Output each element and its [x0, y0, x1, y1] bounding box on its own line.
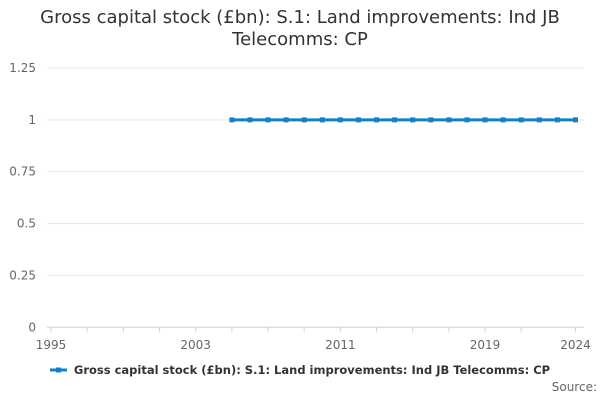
y-axis-tick-label: 0 — [28, 320, 36, 334]
data-point-marker[interactable] — [283, 117, 289, 123]
legend-item[interactable]: Gross capital stock (£bn): S.1: Land imp… — [0, 361, 600, 379]
x-axis-tick-label: 2003 — [180, 338, 211, 352]
source-label: Source: — [551, 380, 597, 394]
data-point-marker[interactable] — [500, 117, 506, 123]
chart-title-line-2: Telecomms: CP — [232, 29, 368, 50]
x-axis-tick-label: 1995 — [36, 338, 67, 352]
legend-marker-glyph — [55, 367, 61, 373]
y-axis-tick-label: 1.25 — [9, 61, 36, 75]
data-point-marker[interactable] — [536, 117, 542, 123]
data-point-marker[interactable] — [428, 117, 434, 123]
data-point-marker[interactable] — [446, 117, 452, 123]
y-axis-tick-label: 0.75 — [9, 165, 36, 179]
data-point-marker[interactable] — [518, 117, 524, 123]
data-point-marker[interactable] — [301, 117, 307, 123]
chart-title-line-1: Gross capital stock (£bn): S.1: Land imp… — [40, 7, 560, 28]
data-point-marker[interactable] — [355, 117, 361, 123]
data-point-marker[interactable] — [247, 117, 253, 123]
data-point-marker[interactable] — [464, 117, 470, 123]
data-point-marker[interactable] — [573, 117, 578, 123]
data-point-marker[interactable] — [392, 117, 398, 123]
y-axis-tick-label: 1 — [28, 113, 36, 127]
data-point-marker[interactable] — [482, 117, 488, 123]
data-point-marker[interactable] — [337, 117, 343, 123]
data-point-marker[interactable] — [554, 117, 560, 123]
data-point-marker[interactable] — [319, 117, 325, 123]
x-axis-tick-label: 2024 — [560, 338, 591, 352]
data-point-marker[interactable] — [229, 117, 235, 123]
data-point-marker[interactable] — [374, 117, 380, 123]
data-point-marker[interactable] — [265, 117, 271, 123]
data-point-marker[interactable] — [410, 117, 416, 123]
y-axis-tick-label: 0.5 — [17, 217, 36, 231]
legend-series-icon — [49, 367, 67, 373]
y-axis-tick-label: 0.25 — [9, 268, 36, 282]
x-axis-tick-label: 2019 — [470, 338, 501, 352]
legend-label: Gross capital stock (£bn): S.1: Land imp… — [73, 363, 551, 377]
chart-title: Gross capital stock (£bn): S.1: Land imp… — [0, 7, 600, 51]
x-axis-tick-label: 2011 — [325, 338, 356, 352]
